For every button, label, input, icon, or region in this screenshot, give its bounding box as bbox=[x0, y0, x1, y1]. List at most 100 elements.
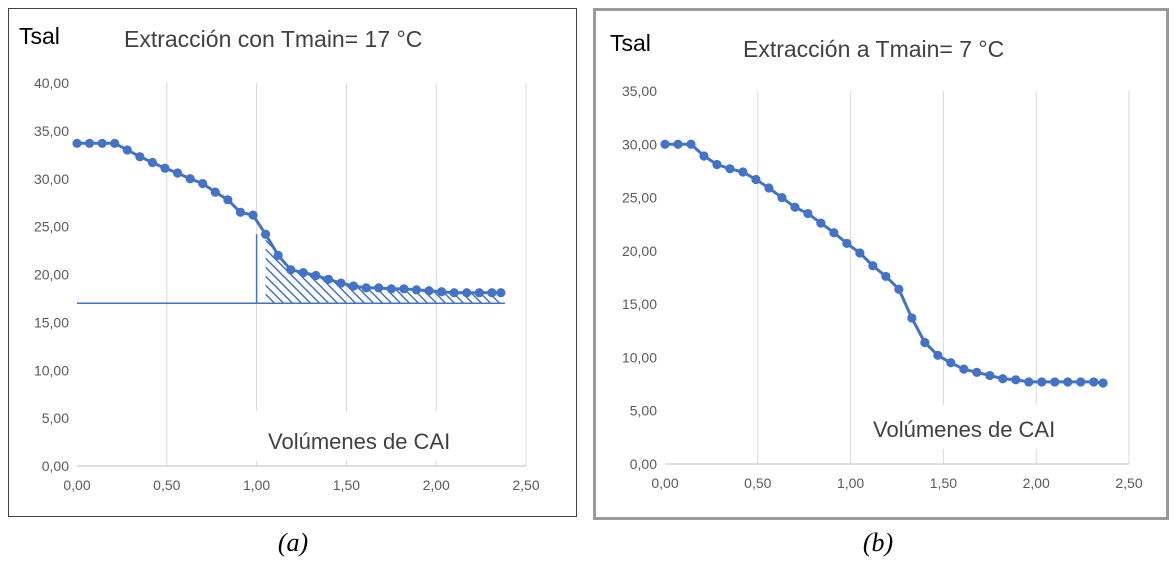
chart-0-data-point bbox=[97, 138, 107, 148]
chart-1-data-point bbox=[829, 228, 839, 238]
chart-1-y-tick-label: 10,00 bbox=[622, 349, 657, 365]
chart-1-y-tick-label: 20,00 bbox=[622, 243, 657, 259]
chart-1-y-axis-label: Tsal bbox=[610, 30, 651, 56]
chart-0-data-point bbox=[273, 250, 283, 260]
chart-1-data-point bbox=[842, 238, 852, 248]
chart-0-x-tick-label: 1,50 bbox=[333, 477, 360, 493]
chart-0-data-point bbox=[462, 288, 472, 298]
chart-0-data-point bbox=[223, 195, 233, 205]
chart-1-data-point bbox=[660, 139, 670, 149]
chart-1-data-point bbox=[1089, 377, 1099, 387]
chart-1-data-point bbox=[1076, 377, 1086, 387]
chart-0-data-point bbox=[172, 168, 183, 178]
chart-0-hatch-line bbox=[265, 234, 285, 304]
chart-1-data-point bbox=[985, 370, 995, 381]
chart-panel-b: 0,00 0,50 1,00 1,50 2,00 2,50 0,00 5,00 10,00 15,… bbox=[593, 8, 1169, 520]
chart-0-data-point bbox=[248, 210, 258, 220]
chart-1-data-point bbox=[881, 271, 891, 282]
chart-1-data-point bbox=[1037, 377, 1047, 387]
chart-1-x-tick-label: 1,50 bbox=[930, 475, 957, 491]
chart-1-data-point bbox=[725, 164, 735, 174]
chart-1-data-point bbox=[998, 374, 1008, 384]
chart-1-x-tick-label: 1,00 bbox=[837, 475, 864, 491]
chart-0-hatch-line bbox=[295, 234, 366, 304]
chart-0-x-tick-label: 0,00 bbox=[63, 477, 90, 493]
chart-0-data-point bbox=[210, 187, 220, 197]
chart-1-data-point bbox=[920, 337, 930, 348]
chart-1-y-tick-label: 0,00 bbox=[630, 456, 657, 472]
chart-0-data-point bbox=[298, 267, 308, 278]
chart-panel-a: 0,00 0,50 1,00 1,50 2,00 2,50 0,00 5,00 10,00 15,… bbox=[8, 8, 577, 517]
chart-0-data-point bbox=[84, 138, 95, 148]
chart-0-data-point bbox=[336, 278, 346, 288]
chart-b: 0,00 0,50 1,00 1,50 2,00 2,50 0,00 5,00 10,00 15,… bbox=[610, 30, 1143, 491]
chart-0-x-tick-label: 2,50 bbox=[512, 477, 539, 493]
chart-1-data-point bbox=[1063, 377, 1073, 387]
chart-0-y-tick-label: 35,00 bbox=[34, 123, 69, 139]
chart-0-data-point bbox=[374, 283, 384, 293]
chart-1-y-tick-label: 25,00 bbox=[622, 190, 657, 206]
chart-1-x-tick-label: 0,00 bbox=[651, 475, 678, 491]
chart-0-hatch-line bbox=[376, 234, 447, 304]
chart-0-hatch-line bbox=[265, 234, 294, 304]
chart-1-data-point bbox=[777, 192, 787, 203]
chart-0-hatch-line bbox=[265, 234, 312, 304]
chart-0-hatch-line bbox=[304, 234, 375, 304]
chart-0-data-point bbox=[496, 288, 506, 298]
chart-0-y-axis-label: Tsal bbox=[19, 23, 60, 49]
chart-0-hatch-line bbox=[322, 234, 393, 304]
chart-1-data-point bbox=[712, 159, 722, 170]
chart-0-hatch-line bbox=[265, 234, 321, 304]
chart-0-hatched-region bbox=[265, 234, 572, 304]
chart-0-data-point bbox=[348, 281, 359, 291]
chart-0-hatch-line bbox=[349, 234, 420, 304]
chart-a: 0,00 0,50 1,00 1,50 2,00 2,50 0,00 5,00 10,00 15,… bbox=[19, 23, 572, 493]
chart-0-hatch-line bbox=[265, 234, 276, 304]
chart-1-y-tick-label: 30,00 bbox=[622, 136, 657, 152]
chart-0-xlabel-box bbox=[249, 411, 511, 461]
chart-0-hatch-line bbox=[340, 234, 411, 304]
chart-1-x-tick-label: 2,50 bbox=[1115, 475, 1142, 491]
chart-0-data-point bbox=[361, 283, 371, 293]
chart-1-data-point bbox=[816, 218, 826, 228]
chart-0-hatch-line bbox=[265, 234, 303, 304]
chart-1-data-point bbox=[972, 367, 982, 377]
caption-b: (b) bbox=[862, 528, 894, 557]
chart-0-data-point bbox=[147, 157, 158, 168]
chart-1-y-tick-label: 15,00 bbox=[622, 296, 657, 312]
chart-1-data-point bbox=[946, 358, 956, 368]
chart-0-y-tick-label: 40,00 bbox=[34, 75, 69, 91]
chart-1-data-point bbox=[907, 313, 917, 323]
chart-1-data-point bbox=[933, 350, 943, 360]
chart-0-data-point bbox=[436, 287, 447, 297]
chart-0-data-point bbox=[185, 174, 195, 184]
chart-0-data-point bbox=[323, 274, 334, 284]
chart-0-y-tick-label: 25,00 bbox=[34, 219, 69, 235]
chart-0-data-point bbox=[72, 138, 82, 148]
chart-1-data-point bbox=[764, 183, 774, 193]
caption-a: (a) bbox=[277, 528, 309, 557]
chart-0-data-point bbox=[110, 138, 120, 148]
chart-1-data-point bbox=[855, 248, 865, 258]
chart-0-data-point bbox=[474, 288, 484, 298]
chart-1-xlabel-box bbox=[854, 405, 1104, 449]
chart-0-hatch-line bbox=[503, 234, 572, 303]
chart-1-data-point bbox=[790, 202, 800, 212]
chart-0-y-tick-label: 30,00 bbox=[34, 171, 69, 187]
chart-1-data-point bbox=[1098, 378, 1108, 388]
chart-1-data-point bbox=[894, 284, 904, 294]
chart-0-data-point bbox=[235, 207, 246, 217]
chart-0-data-point bbox=[286, 265, 296, 275]
chart-0-data-point bbox=[487, 288, 497, 298]
chart-1-x-axis-label: Volúmenes de CAI bbox=[873, 417, 1055, 442]
chart-0-x-tick-label: 1,00 bbox=[243, 477, 270, 493]
chart-0-data-point bbox=[386, 284, 396, 294]
chart-1-data-point bbox=[959, 364, 969, 374]
chart-0-y-tick-label: 10,00 bbox=[34, 362, 69, 378]
chart-0-data-point bbox=[424, 286, 434, 296]
chart-1-data-point bbox=[1050, 377, 1060, 387]
chart-1-data-point bbox=[686, 139, 696, 149]
chart-0-data-point bbox=[311, 270, 321, 281]
chart-1-data-point bbox=[803, 208, 813, 219]
chart-0-title: Extracción con Tmain= 17 °C bbox=[124, 26, 422, 52]
